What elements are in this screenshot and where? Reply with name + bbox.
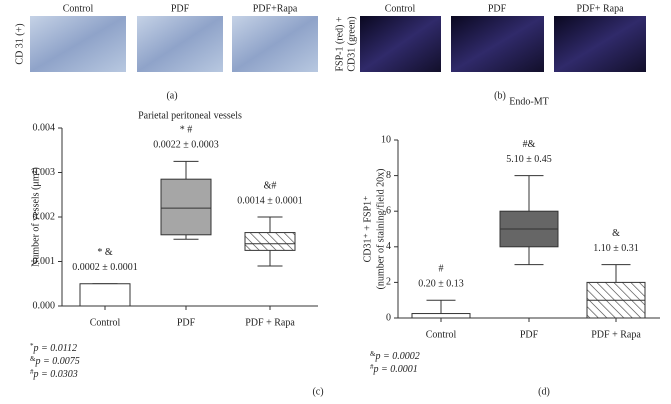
annotation: 0.20 ± 0.13 bbox=[418, 278, 464, 289]
footnote: &p = 0.0075 bbox=[30, 355, 80, 368]
micrograph bbox=[232, 16, 318, 72]
caption: (d) bbox=[538, 386, 550, 397]
footnote-symbol: # bbox=[30, 368, 34, 376]
caption: (c) bbox=[312, 386, 323, 397]
footnote-symbol: # bbox=[370, 363, 374, 371]
footnote: *p = 0.0112 bbox=[30, 342, 77, 355]
caption: (b) bbox=[494, 90, 506, 101]
y-tick-label: 4 bbox=[386, 241, 391, 252]
annotation: 0.0002 ± 0.0001 bbox=[72, 262, 138, 273]
annotation-symbol: #& bbox=[523, 139, 536, 150]
x-tick-label: Control bbox=[426, 329, 457, 340]
y-tick-label: 0.000 bbox=[33, 300, 56, 311]
footnote-symbol: & bbox=[370, 350, 376, 358]
footnote-symbol: & bbox=[30, 355, 36, 363]
micrograph bbox=[137, 16, 223, 72]
image-label: PDF+Rapa bbox=[253, 3, 298, 14]
box bbox=[79, 283, 131, 307]
footnote: #p = 0.0001 bbox=[370, 363, 418, 376]
y-tick-label: 6 bbox=[386, 205, 391, 216]
annotation-symbol: &# bbox=[264, 180, 277, 191]
image-label: Control bbox=[63, 3, 94, 14]
annotation: 1.10 ± 0.31 bbox=[593, 243, 639, 254]
caption: (a) bbox=[166, 90, 177, 101]
image-label: PDF+ Rapa bbox=[576, 3, 624, 14]
x-tick-label: PDF bbox=[520, 329, 539, 340]
box bbox=[411, 313, 471, 319]
annotation-symbol: & bbox=[612, 228, 620, 239]
y-tick-label: 0.004 bbox=[33, 122, 56, 133]
x-tick-label: PDF + Rapa bbox=[591, 329, 641, 340]
y-tick-label: 0.001 bbox=[33, 256, 56, 267]
micrograph bbox=[360, 16, 441, 72]
footnote-text: p = 0.0112 bbox=[33, 343, 78, 354]
annotation-symbol: * # bbox=[180, 125, 193, 136]
micrograph bbox=[451, 16, 544, 72]
image-ylabel: FSP-1 (red) + bbox=[334, 16, 345, 71]
chart-title: Endo-MT bbox=[509, 96, 548, 107]
y-tick-label: 0.003 bbox=[33, 167, 56, 178]
y-tick-label: 2 bbox=[386, 277, 391, 288]
image-label: PDF bbox=[171, 3, 190, 14]
image-label: PDF bbox=[488, 3, 507, 14]
footnote-text: p = 0.0303 bbox=[33, 369, 78, 380]
x-tick-label: PDF + Rapa bbox=[245, 317, 295, 328]
annotation: 5.10 ± 0.45 bbox=[506, 154, 552, 165]
x-tick-label: PDF bbox=[177, 317, 196, 328]
micrograph bbox=[554, 16, 646, 72]
footnote: #p = 0.0303 bbox=[30, 368, 78, 381]
x-tick-label: Control bbox=[90, 317, 121, 328]
annotation: 0.0014 ± 0.0001 bbox=[237, 195, 303, 206]
chart-title: Parietal peritoneal vessels bbox=[138, 110, 242, 121]
micrograph bbox=[30, 16, 126, 72]
footnote: &p = 0.0002 bbox=[370, 350, 420, 363]
y-tick-label: 8 bbox=[386, 170, 391, 181]
y-axis-label: Number of vessels (μm²) bbox=[30, 167, 41, 267]
y-tick-label: 0.002 bbox=[33, 211, 56, 222]
image-ylabel: CD 31 (+) bbox=[14, 23, 25, 64]
footnote-text: p = 0.0002 bbox=[374, 351, 419, 362]
y-axis-label: (number of staining/field 20x) bbox=[375, 169, 386, 290]
y-tick-label: 0 bbox=[386, 312, 391, 323]
annotation-symbol: * & bbox=[97, 247, 113, 258]
image-ylabel: CD31 (green) bbox=[346, 16, 357, 71]
annotation-symbol: # bbox=[439, 263, 444, 274]
footnote-text: p = 0.0001 bbox=[373, 364, 418, 375]
footnote-text: p = 0.0075 bbox=[34, 356, 79, 367]
footnote-symbol: * bbox=[30, 342, 34, 350]
y-tick-label: 10 bbox=[381, 134, 391, 145]
annotation: 0.0022 ± 0.0003 bbox=[153, 140, 219, 151]
image-label: Control bbox=[385, 3, 416, 14]
box bbox=[160, 178, 212, 236]
panel-b: Control PDF PDF+ Rapa FSP-1 (red) + CD31… bbox=[334, 3, 646, 101]
panel-a: Control PDF PDF+Rapa CD 31 (+) (a) bbox=[14, 3, 318, 101]
box bbox=[244, 232, 296, 251]
y-axis-label: CD31⁺ + FSP1⁺ bbox=[362, 196, 373, 263]
